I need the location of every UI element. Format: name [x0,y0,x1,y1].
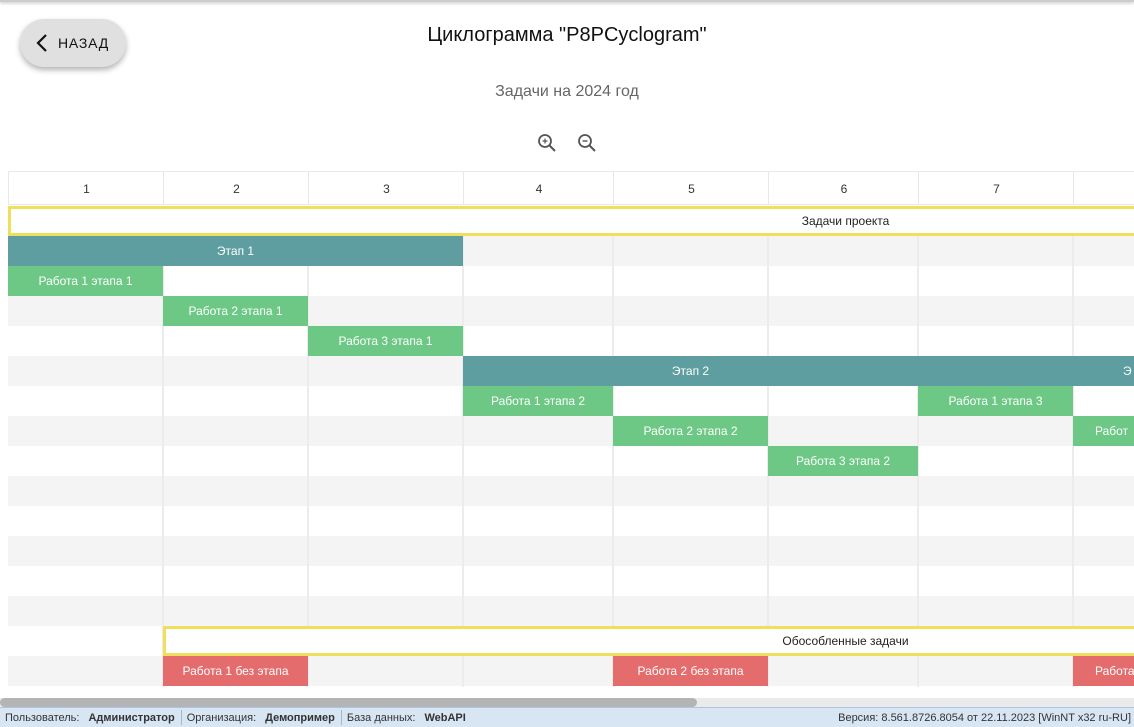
grid-row [8,416,1134,446]
grid-row [8,476,1134,506]
column-header: 5 [613,171,769,205]
column-header: 6 [768,171,919,205]
standalone-task-bar[interactable]: Работа [1073,656,1134,686]
standalone-task-bar[interactable]: Работа 2 без этапа [613,656,768,686]
task-bar[interactable]: Работа 3 этапа 2 [768,446,918,476]
divider [180,710,182,725]
grid-row [8,506,1134,536]
grid-row [8,446,1134,476]
back-button[interactable]: НАЗАД [20,19,126,67]
column-header: 2 [163,171,309,205]
page-title: Циклограмма "P8PCyclogram" [427,24,707,46]
top-bar [0,0,1134,2]
db-value: WebAPI [424,711,466,724]
stage-bar[interactable]: Этап 2 [463,356,918,386]
column-divider [462,206,464,687]
stage-bar[interactable]: Этап 1 [8,236,463,266]
task-bar[interactable]: Работа 3 этапа 1 [308,326,463,356]
grid-row [8,266,1134,296]
org-label: Организация: [186,711,257,724]
column-divider [917,206,919,687]
back-button-label: НАЗАД [58,35,110,51]
page-subtitle: Задачи на 2024 год [495,83,639,100]
chevron-left-icon [36,34,47,52]
task-bar[interactable]: Работа 2 этапа 1 [163,296,308,326]
column-header [1073,171,1134,205]
task-group-bar[interactable]: Задачи проекта [8,206,1134,236]
column-header: 3 [308,171,464,205]
user-value: Администратор [88,711,175,724]
grid-row [8,326,1134,356]
user-label: Пользователь: [5,711,80,724]
column-divider [1072,206,1074,687]
standalone-task-bar[interactable]: Работа 1 без этапа [163,656,308,686]
zoom-out-icon[interactable] [576,132,598,154]
zoom-in-icon[interactable] [536,132,558,154]
column-divider [307,206,309,687]
task-bar[interactable]: Работ [1073,416,1134,446]
column-header: 7 [918,171,1074,205]
status-bar: Пользователь: Администратор Организация: Д… [0,707,1134,727]
grid-row [8,596,1134,626]
grid-row [8,536,1134,566]
task-group-bar[interactable]: Обособленные задачи [163,626,1134,656]
db-label: База данных: [346,711,416,724]
task-bar[interactable]: Работа 1 этапа 2 [463,386,613,416]
scrollbar-thumb[interactable] [0,698,697,707]
task-bar[interactable]: Работа 1 этапа 1 [8,266,163,296]
task-bar[interactable]: Работа 2 этапа 2 [613,416,768,446]
grid-row [8,566,1134,596]
cyclogram-grid: 1 2 3 4 5 6 7 Задачи проекта Этап 1 Работа 1 этап… [8,171,1134,687]
column-header: 4 [463,171,614,205]
divider [340,710,342,725]
task-bar[interactable]: Работа 1 этапа 3 [918,386,1073,416]
column-header: 1 [8,171,164,205]
stage-bar[interactable]: Э [918,356,1134,386]
version-info: Версия: 8.561.8726.8054 от 22.11.2023 [W… [838,711,1131,724]
org-value: Демопример [265,711,335,724]
horizontal-scrollbar[interactable] [0,698,1134,707]
column-divider [612,206,614,687]
column-divider [162,206,164,687]
